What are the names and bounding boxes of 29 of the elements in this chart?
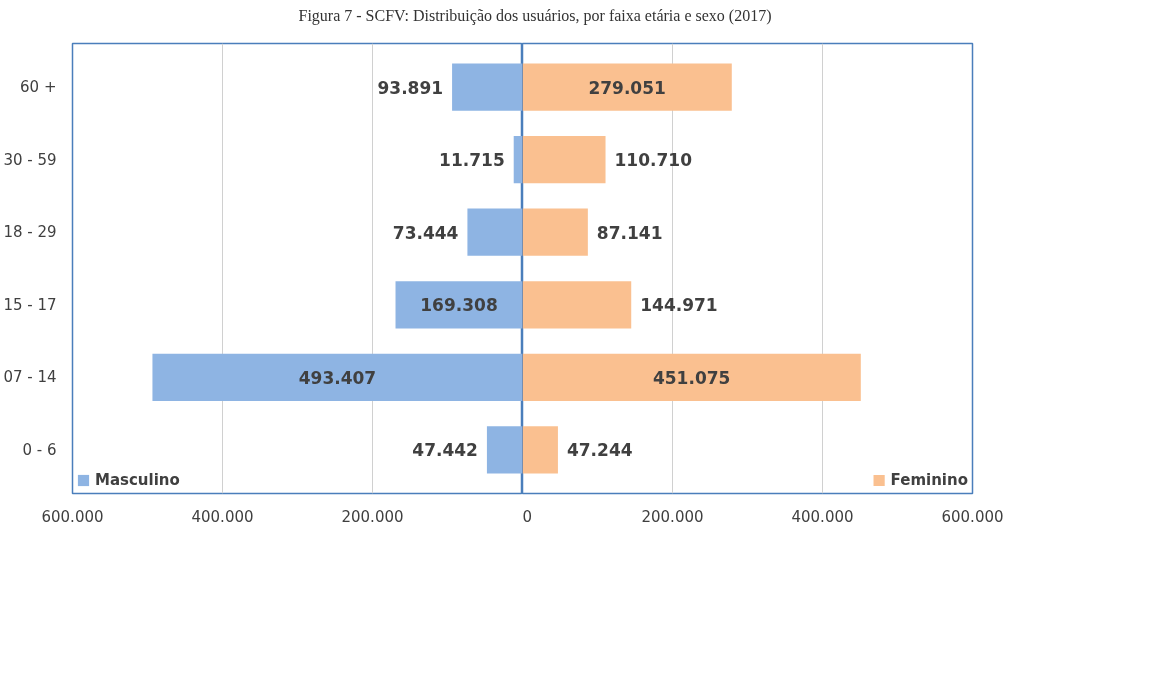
data-label: 73.444: [392, 222, 459, 243]
legend-label: Feminino: [890, 470, 968, 489]
x-tick-label: 400.000: [191, 507, 254, 526]
data-label: 87.141: [596, 222, 663, 243]
y-tick-label: 30 - 59: [3, 150, 57, 169]
x-tick-label: 200.000: [341, 507, 404, 526]
data-label: 93.891: [377, 77, 444, 98]
data-label: 11.715: [439, 149, 505, 170]
chart-title: Figura 7 - SCFV: Distribuição dos usuários, por faixa etária e sexo (2017): [298, 6, 772, 27]
x-tick-label: 200.000: [641, 507, 704, 526]
data-label: 47.244: [566, 440, 633, 461]
x-tick-label: 600.000: [41, 507, 104, 526]
data-label: 47.442: [412, 440, 478, 461]
data-label: 493.407: [298, 367, 377, 388]
y-tick-label: 0 - 6: [22, 440, 57, 459]
data-label: 144.971: [640, 295, 718, 316]
y-tick-label: 60 +: [20, 77, 57, 96]
x-tick-label: 0: [522, 507, 533, 526]
data-label: 451.075: [652, 367, 731, 388]
data-label: 110.710: [614, 149, 693, 170]
y-tick-label: 15 - 17: [3, 295, 57, 314]
data-label: 279.051: [588, 77, 666, 98]
y-tick-label: 07 - 14: [3, 368, 57, 387]
bar: [513, 135, 522, 184]
legend-label: Masculino: [95, 470, 180, 489]
x-tick-label: 600.000: [941, 507, 1004, 526]
data-label: 169.308: [420, 295, 498, 316]
y-tick-label: 18 - 29: [3, 223, 57, 242]
x-tick-label: 400.000: [791, 507, 854, 526]
